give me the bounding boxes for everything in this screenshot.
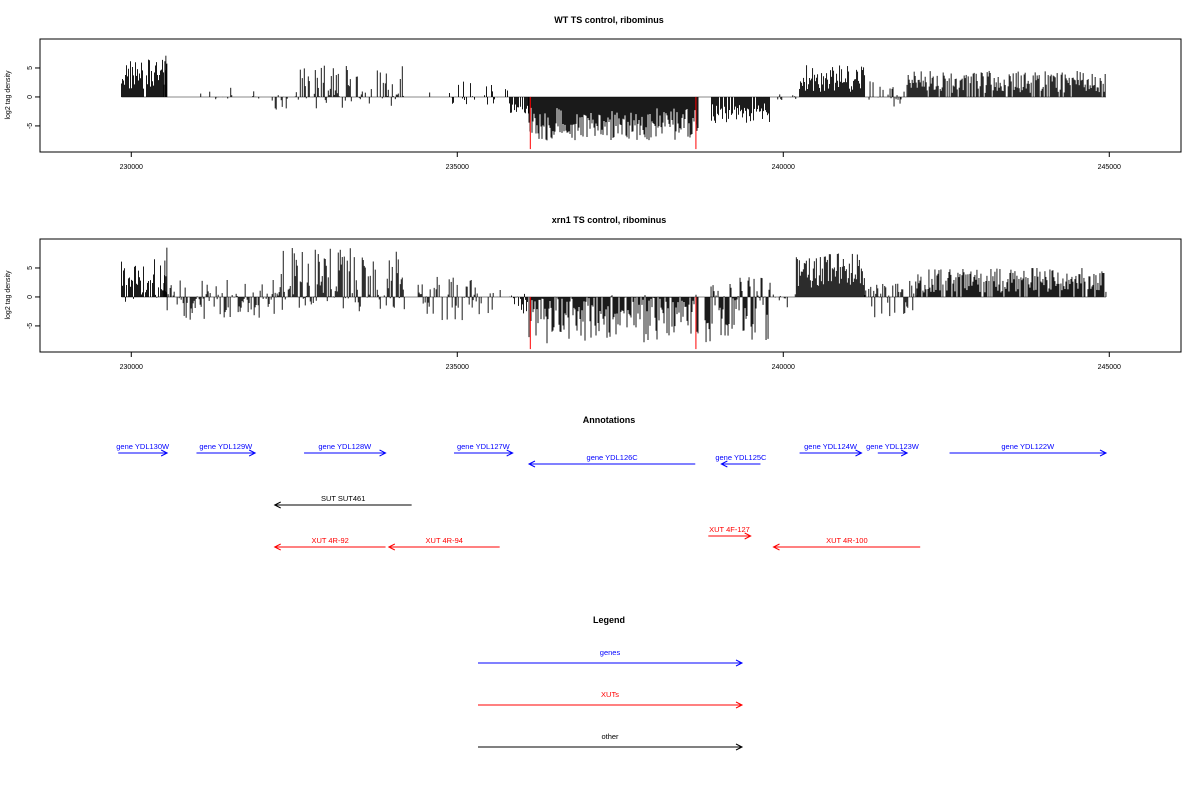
feature-label: gene YDL128W — [318, 442, 372, 451]
annotation-feature: XUT 4R-92 — [273, 536, 386, 551]
annotation-feature: gene YDL127W — [454, 442, 514, 457]
y-tick-label: 5 — [27, 66, 34, 70]
annotation-feature: gene YDL124W — [799, 442, 863, 457]
feature-arrowhead — [379, 449, 387, 457]
feature-arrowhead — [248, 449, 257, 457]
y-tick-label: 0 — [27, 295, 34, 299]
x-tick-label: 240000 — [772, 364, 795, 371]
xrn1-x-axis: 230000 235000 240000 245000 — [120, 351, 1121, 371]
annotation-feature: SUT SUT461 — [273, 494, 412, 509]
feature-label: gene YDL126C — [587, 453, 639, 462]
legend-arrowhead — [735, 743, 744, 751]
feature-label: gene YDL122W — [1001, 442, 1055, 451]
xrn1-signal-bars — [121, 247, 1107, 344]
feature-arrowhead — [900, 449, 909, 457]
xrn1-red-markers — [529, 296, 697, 350]
annotations-panel: Annotations gene YDL130W gene YDL129W gene… — [116, 415, 1108, 551]
legend-arrowhead — [735, 701, 744, 709]
wt-signal-bars — [121, 55, 1107, 141]
y-tick-label: -5 — [27, 123, 34, 129]
x-tick-label: 245000 — [1098, 364, 1121, 371]
xrn1-track-panel: xrn1 TS control, ribominus log2 tag dens… — [5, 215, 1182, 371]
feature-label: gene YDL125C — [715, 453, 767, 462]
annotation-feature: XUT 4F-127 — [708, 525, 752, 540]
y-tick-label: 0 — [27, 95, 34, 99]
feature-label: SUT SUT461 — [321, 494, 365, 503]
wt-track-title: WT TS control, ribominus — [554, 15, 664, 25]
annotation-feature: gene YDL130W — [116, 442, 170, 457]
legend-panel: Legend genes XUTs other — [478, 615, 744, 751]
feature-arrowhead — [1099, 449, 1108, 457]
x-tick-label: 235000 — [446, 364, 469, 371]
feature-arrowhead — [720, 460, 728, 468]
feature-label: XUT 4R-100 — [826, 536, 868, 545]
feature-label: gene YDL130W — [116, 442, 170, 451]
x-tick-label: 235000 — [446, 164, 469, 171]
legend-item: other — [478, 732, 744, 751]
annotation-feature: gene YDL128W — [304, 442, 387, 457]
feature-arrowhead — [387, 543, 396, 551]
feature-arrowhead — [744, 532, 752, 540]
annotation-feature: gene YDL125C — [715, 453, 767, 468]
annotation-feature: gene YDL126C — [527, 453, 696, 468]
legend-item: XUTs — [478, 690, 744, 709]
legend-item: genes — [478, 648, 744, 667]
feature-label: XUT 4R-92 — [311, 536, 348, 545]
wt-x-axis: 230000 235000 240000 245000 — [120, 151, 1121, 171]
annotation-features: gene YDL130W gene YDL129W gene YDL128W gene… — [116, 442, 1108, 551]
feature-arrowhead — [855, 449, 863, 457]
wt-red-markers — [529, 96, 697, 150]
feature-arrowhead — [527, 460, 536, 468]
x-tick-label: 230000 — [120, 364, 143, 371]
annotation-feature: XUT 4R-94 — [387, 536, 500, 551]
feature-arrowhead — [506, 449, 514, 457]
annotation-feature: gene YDL129W — [196, 442, 257, 457]
x-tick-label: 245000 — [1098, 164, 1121, 171]
feature-arrowhead — [160, 449, 169, 457]
xrn1-track-title: xrn1 TS control, ribominus — [552, 215, 667, 225]
feature-label: gene YDL124W — [804, 442, 858, 451]
legend-label: other — [601, 732, 619, 741]
y-tick-label: 5 — [27, 266, 34, 270]
wt-track-panel: WT TS control, ribominus log2 tag densit… — [5, 15, 1182, 171]
annotations-title: Annotations — [583, 415, 636, 425]
feature-label: gene YDL127W — [457, 442, 511, 451]
legend-items: genes XUTs other — [478, 648, 744, 751]
legend-label: XUTs — [601, 690, 619, 699]
legend-label: genes — [600, 648, 621, 657]
annotation-feature: XUT 4R-100 — [772, 536, 921, 551]
feature-arrowhead — [273, 501, 281, 509]
wt-y-axis-label: log2 tag density — [5, 70, 12, 120]
feature-label: XUT 4R-94 — [426, 536, 463, 545]
feature-label: gene YDL129W — [199, 442, 253, 451]
annotation-feature: gene YDL122W — [949, 442, 1108, 457]
xrn1-y-axis-label: log2 tag density — [5, 270, 12, 320]
y-tick-label: -5 — [27, 323, 34, 329]
feature-arrowhead — [772, 543, 780, 551]
legend-title: Legend — [593, 615, 625, 625]
legend-arrowhead — [735, 659, 744, 667]
annotation-feature: gene YDL123W — [866, 442, 920, 457]
feature-label: XUT 4F-127 — [709, 525, 750, 534]
xrn1-y-axis: -5 0 5 — [27, 266, 41, 329]
wt-y-axis: -5 0 5 — [27, 66, 41, 129]
feature-label: gene YDL123W — [866, 442, 920, 451]
x-tick-label: 240000 — [772, 164, 795, 171]
feature-arrowhead — [273, 543, 281, 551]
x-tick-label: 230000 — [120, 164, 143, 171]
